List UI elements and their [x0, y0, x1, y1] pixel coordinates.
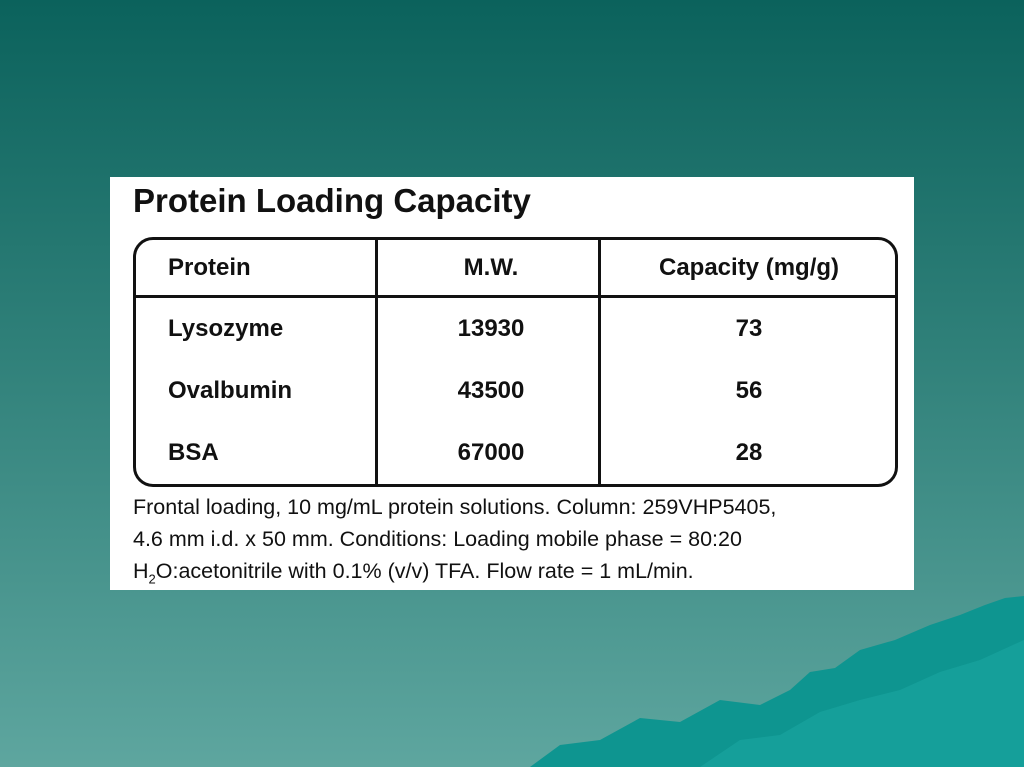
caption-text: O:acetonitrile with 0.1% (v/v) TFA. Flow… — [155, 559, 694, 583]
table-cell: BSA — [168, 439, 219, 466]
table-cell: Lysozyme — [168, 315, 284, 342]
header-cell: M.W. — [463, 254, 519, 281]
column-divider — [598, 240, 601, 484]
header-cell: Capacity (mg/g) — [658, 254, 840, 281]
caption-line: H2O:acetonitrile with 0.1% (v/v) TFA. Fl… — [133, 559, 694, 586]
caption-line: 4.6 mm i.d. x 50 mm. Conditions: Loading… — [133, 527, 742, 551]
mountain-highlight — [700, 640, 1024, 767]
table-cell: 43500 — [457, 377, 525, 404]
table-cell: 13930 — [457, 315, 525, 342]
table-cell: 67000 — [457, 439, 525, 466]
column-divider — [375, 240, 378, 484]
caption-line: Frontal loading, 10 mg/mL protein soluti… — [133, 495, 777, 519]
header-divider — [136, 295, 895, 298]
table-cell: 73 — [735, 315, 763, 342]
header-cell: Protein — [168, 254, 251, 281]
caption-text: H — [133, 559, 149, 583]
table-cell: 28 — [735, 439, 763, 466]
table: Protein M.W. Capacity (mg/g) Lysozyme 13930 7… — [133, 237, 898, 487]
caption-subscript: 2 — [148, 571, 156, 587]
table-figure: Protein Loading Capacity Protein M.W. Capa… — [110, 177, 914, 590]
table-cell: 56 — [735, 377, 763, 404]
table-cell: Ovalbumin — [168, 377, 293, 404]
figure-title: Protein Loading Capacity — [133, 182, 531, 219]
